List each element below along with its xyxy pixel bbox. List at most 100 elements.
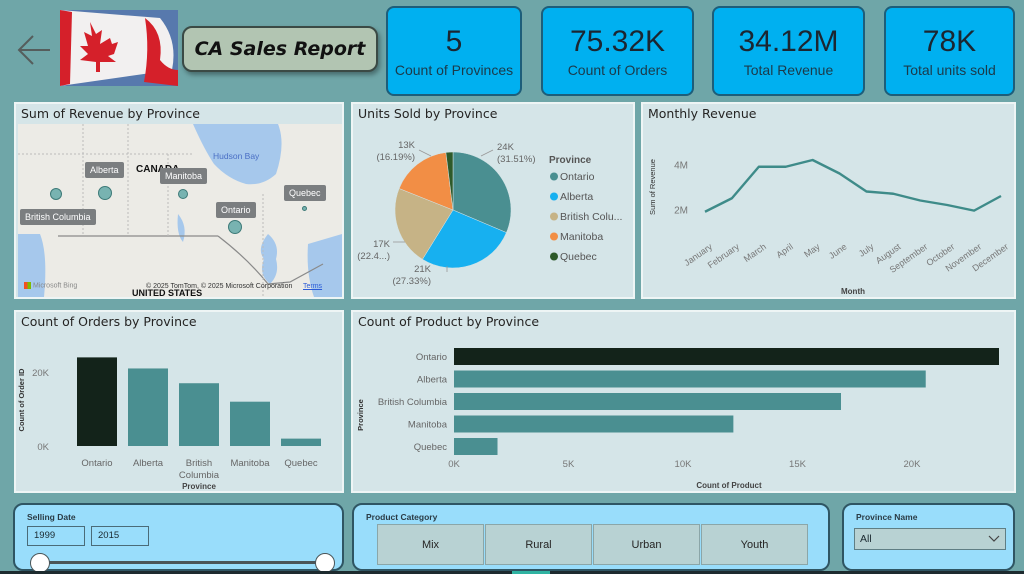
map-canvas[interactable]: CANADA Hudson Bay Alberta Manitoba Briti… xyxy=(18,124,342,297)
pie-legend-item: Quebec xyxy=(560,251,597,263)
line-x-tick-label: May xyxy=(802,241,822,259)
line-y-tick-label: 4M xyxy=(674,161,688,172)
pie-data-label-percent: (22.4...) xyxy=(357,251,390,262)
product-y-axis-label: Province xyxy=(356,399,365,431)
pie-legend-marker xyxy=(550,192,558,201)
product-x-tick-label: 0K xyxy=(448,459,460,470)
pie-slice-alberta xyxy=(422,209,507,269)
orders-x-tick-label: Alberta xyxy=(133,458,164,469)
province-dropdown-value: All xyxy=(860,533,872,545)
map-attribution: © 2025 TomTom, © 2025 Microsoft Corporat… xyxy=(146,283,293,290)
orders-bar-alberta xyxy=(128,368,168,446)
line-x-tick-label: June xyxy=(827,241,849,260)
date-slider-start-handle[interactable] xyxy=(30,553,50,573)
pie-legend-item: Ontario xyxy=(560,171,595,183)
slicer-title: Province Name xyxy=(856,512,918,522)
product-by-province-card: Count of Product by Province Ontario Albe… xyxy=(351,310,1016,493)
product-x-axis-label: Count of Product xyxy=(696,481,762,490)
card-title: Count of Orders by Province xyxy=(21,314,197,329)
pie-legend-item: Manitoba xyxy=(560,231,603,243)
kpi-value: 34.12M xyxy=(738,25,839,58)
map-bubble-british-columbia[interactable] xyxy=(50,188,62,200)
pie-legend-marker xyxy=(550,212,558,221)
pie-legend-marker xyxy=(550,232,558,241)
kpi-label: Count of Orders xyxy=(567,62,668,78)
pie-leader-line xyxy=(418,149,432,157)
map-water-label: Hudson Bay xyxy=(213,151,260,161)
line-y-axis-label: Sum of Revenue xyxy=(648,159,657,215)
line-x-tick-label: March xyxy=(742,241,768,264)
selling-date-slicer: Selling Date 1999 2015 xyxy=(13,503,344,573)
date-slider-track[interactable] xyxy=(39,561,325,564)
pie-data-label-value: 13K xyxy=(398,140,416,151)
date-start-input[interactable]: 1999 xyxy=(27,526,85,546)
map-bubble-quebec[interactable] xyxy=(302,206,307,211)
product-x-tick-label: 20K xyxy=(904,459,922,470)
pie-data-label-value: 17K xyxy=(373,239,391,250)
pie-slice-manitoba xyxy=(398,152,454,211)
kpi-label: Total Revenue xyxy=(743,62,834,78)
orders-bar-quebec xyxy=(281,438,321,446)
pie-legend-marker xyxy=(550,172,558,181)
microsoft-logo-icon xyxy=(24,282,31,289)
orders-x-tick-label: Manitoba xyxy=(230,458,270,469)
pie-leader-line xyxy=(480,149,494,157)
pie-legend-title: Province xyxy=(549,155,592,166)
category-button-youth[interactable]: Youth xyxy=(701,524,808,565)
province-name-slicer: Province Name All xyxy=(842,503,1015,571)
pie-legend-item: British Colu... xyxy=(560,211,622,223)
line-x-tick-label: July xyxy=(857,241,876,259)
kpi-count-of-orders: 75.32K Count of Orders xyxy=(541,6,694,96)
product-x-tick-label: 10K xyxy=(675,459,693,470)
map-bubble-alberta[interactable] xyxy=(98,186,112,200)
kpi-label: Total units sold xyxy=(903,62,996,78)
product-bar-chart: Ontario Alberta British Columbia Manitoba Qu… xyxy=(356,348,999,490)
orders-y-tick-label: 20K xyxy=(32,368,50,379)
pie-legend-marker xyxy=(550,252,558,261)
map-label-british-columbia: British Columbia xyxy=(20,209,96,225)
map-bubble-ontario[interactable] xyxy=(228,220,242,234)
orders-bar-manitoba xyxy=(230,401,270,446)
line-y-tick-label: 2M xyxy=(674,206,688,217)
orders-x-tick-label: British xyxy=(186,458,212,469)
kpi-value: 75.32K xyxy=(569,25,666,58)
product-x-tick-label: 15K xyxy=(789,459,807,470)
product-bar-british-columbia xyxy=(454,393,841,410)
card-title: Sum of Revenue by Province xyxy=(21,106,200,121)
map-label-ontario: Ontario xyxy=(216,202,256,218)
map-bubble-manitoba[interactable] xyxy=(178,189,188,199)
kpi-value: 5 xyxy=(445,25,463,58)
line-x-tick-label: April xyxy=(774,241,794,260)
card-title: Monthly Revenue xyxy=(648,106,757,121)
date-slider-end-handle[interactable] xyxy=(315,553,335,573)
orders-x-axis-label: Province xyxy=(182,482,216,491)
product-bar-alberta xyxy=(454,370,926,388)
kpi-value: 78K xyxy=(922,25,977,58)
date-end-input[interactable]: 2015 xyxy=(91,526,149,546)
orders-bar-chart: 0K 20K Count of Order ID Ontario Alberta Brit… xyxy=(17,357,321,491)
pie-data-label-value: 21K xyxy=(414,264,432,275)
product-y-tick-label: Alberta xyxy=(417,375,448,386)
product-y-tick-label: Manitoba xyxy=(408,420,448,431)
province-dropdown[interactable]: All xyxy=(854,528,1006,550)
orders-y-tick-label: 0K xyxy=(37,442,49,453)
revenue-map-card: Sum of Revenue by Province CANADA Hudson… xyxy=(14,102,344,299)
units-pie-card: Units Sold by Province 24K (31.51%) 21K (27… xyxy=(351,102,635,299)
orders-y-axis-label: Count of Order ID xyxy=(17,368,26,431)
orders-x-tick-label: Columbia xyxy=(179,470,220,481)
orders-x-tick-label: Ontario xyxy=(81,458,112,469)
product-category-slicer: Product Category Mix Rural Urban Youth xyxy=(352,503,830,571)
map-label-alberta: Alberta xyxy=(85,162,124,178)
product-bar-quebec xyxy=(454,438,498,455)
category-button-urban[interactable]: Urban xyxy=(593,524,700,565)
category-button-mix[interactable]: Mix xyxy=(377,524,484,565)
product-y-tick-label: Quebec xyxy=(414,442,448,453)
category-button-rural[interactable]: Rural xyxy=(485,524,592,565)
map-terms-link[interactable]: Terms xyxy=(303,283,323,290)
orders-bar-ontario xyxy=(77,357,117,446)
product-y-tick-label: Ontario xyxy=(416,352,447,363)
back-button[interactable] xyxy=(14,30,54,70)
arrow-left-icon xyxy=(17,35,50,65)
pie-data-label-percent: (31.51%) xyxy=(497,154,536,165)
